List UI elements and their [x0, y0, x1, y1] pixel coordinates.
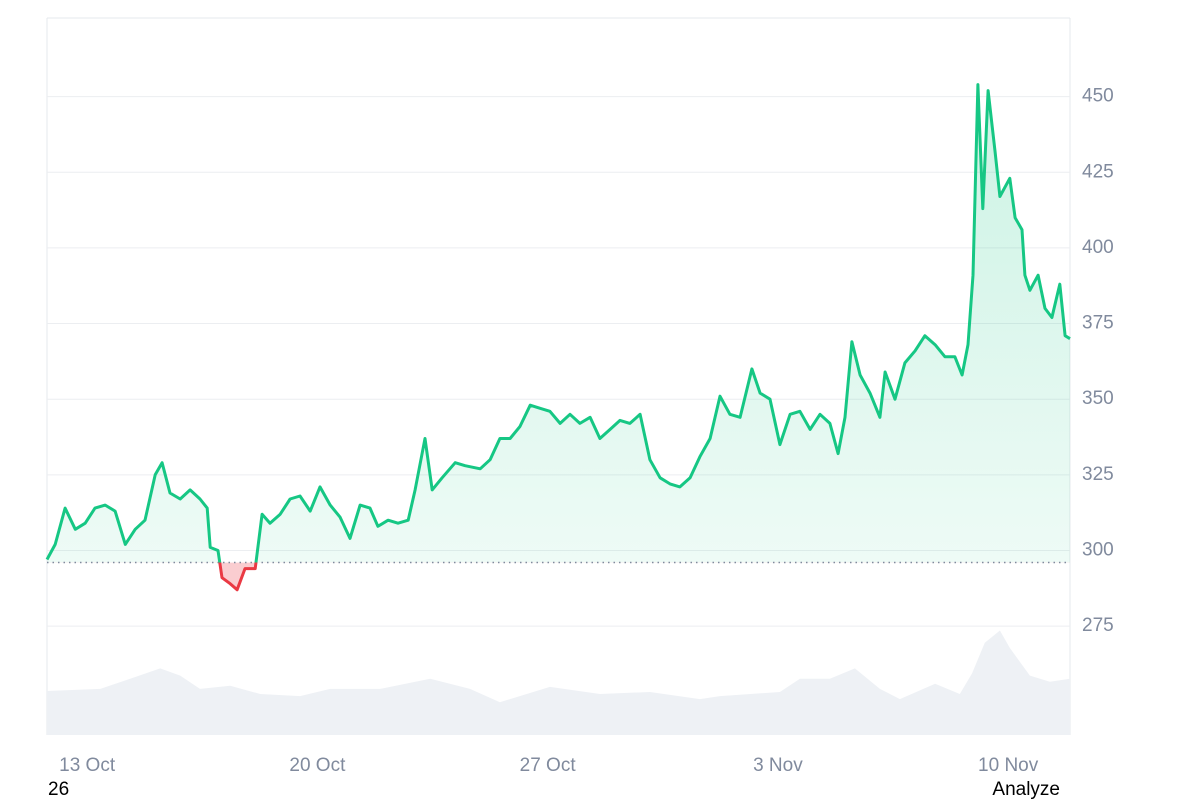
y-tick-label: 275	[1082, 615, 1114, 636]
y-tick-label: 350	[1082, 388, 1114, 409]
y-tick-label: 325	[1082, 464, 1114, 485]
x-tick-label: 20 Oct	[289, 755, 346, 776]
x-tick-label: 3 Nov	[753, 755, 803, 776]
area-up	[47, 84, 1070, 563]
x-tick-label: 13 Oct	[59, 755, 116, 776]
x-tick-label: 10 Nov	[978, 755, 1039, 776]
footer-left: 26	[48, 779, 69, 800]
y-tick-label: 450	[1082, 86, 1114, 107]
analyze-button[interactable]: Analyze	[992, 779, 1060, 800]
y-tick-label: 300	[1082, 539, 1114, 560]
plot: 275 300 325 350 375 400 425 450 13 Oct 20 Oct 27 O…	[45, 17, 1114, 776]
y-tick-label: 425	[1082, 161, 1114, 182]
y-tick-label: 400	[1082, 237, 1114, 258]
y-tick-label: 375	[1082, 313, 1114, 334]
volume-area	[47, 630, 1070, 735]
price-line-up	[45, 83, 1071, 563]
x-tick-label: 27 Oct	[520, 755, 577, 776]
